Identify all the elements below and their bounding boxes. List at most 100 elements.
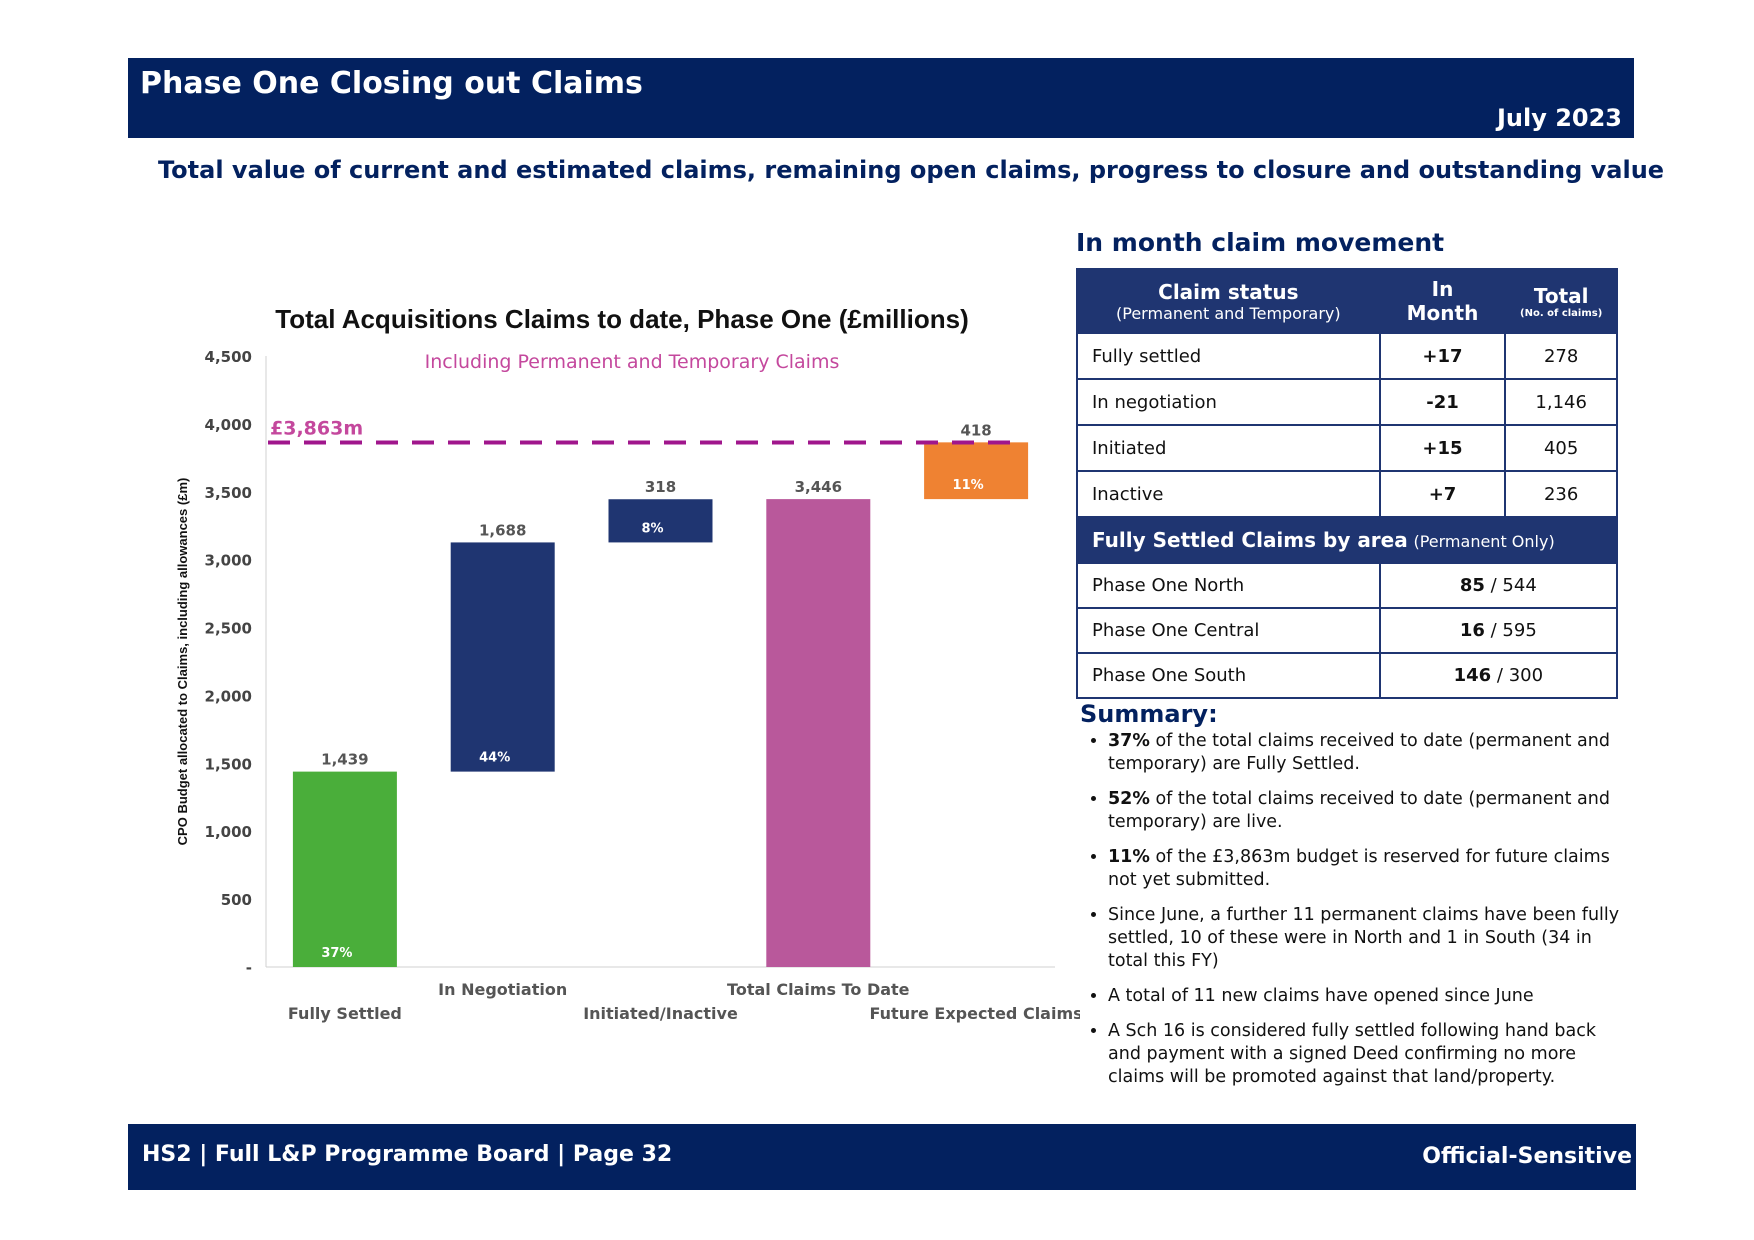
footer-classification: Official-Sensitive: [1422, 1144, 1632, 1169]
y-tick-label: 3,500: [205, 484, 252, 502]
summary-item-text: A total of 11 new claims have opened sin…: [1108, 986, 1534, 1006]
bar-pct-label: 8%: [641, 521, 663, 536]
summary-item-bold: 37%: [1108, 731, 1150, 751]
header-status-label: Claim status: [1158, 279, 1299, 304]
row-in-month: +17: [1378, 332, 1507, 380]
summary-item-text: of the total claims received to date (pe…: [1108, 731, 1610, 774]
summary-item-bold: 52%: [1108, 789, 1150, 809]
x-category-label: Fully Settled: [288, 1004, 402, 1023]
claim-movement-table: Claim status (Permanent and Temporary) I…: [1076, 268, 1619, 699]
x-category-label: In Negotiation: [438, 980, 567, 999]
header-in-month-2: Month: [1406, 301, 1479, 325]
summary-item-text: of the £3,863m budget is reserved for fu…: [1108, 847, 1610, 890]
area-row: Phase One Central 16 / 595: [1076, 607, 1619, 654]
row-in-month: -21: [1378, 378, 1507, 426]
summary-item: A Sch 16 is considered fully settled fol…: [1108, 1020, 1620, 1089]
bar-value-label: 3,446: [795, 478, 842, 496]
header-status-sub: (Permanent and Temporary): [1116, 303, 1341, 323]
area-row: Phase One South 146 / 300: [1076, 652, 1619, 699]
row-total: 278: [1504, 332, 1618, 380]
y-tick-label: 1,500: [205, 755, 252, 773]
x-category-label: Future Expected Claims: [870, 1004, 1080, 1023]
y-tick-label: -: [246, 959, 252, 977]
y-tick-label: 4,000: [205, 416, 252, 434]
area-total: / 544: [1490, 575, 1537, 596]
header-total-sub: (No. of claims): [1520, 307, 1603, 319]
area-name: Phase One North: [1076, 562, 1381, 609]
area-header-cell: Fully Settled Claims by area (Permanent …: [1076, 516, 1618, 564]
row-total: 1,146: [1504, 378, 1618, 426]
claims-chart: Total Acquisitions Claims to date, Phase…: [160, 290, 1080, 1040]
summary-item: 11% of the £3,863m budget is reserved fo…: [1108, 846, 1620, 892]
header-banner: Phase One Closing out Claims July 2023: [128, 58, 1634, 138]
y-axis-label: CPO Budget allocated to Claims, includin…: [175, 478, 190, 846]
header-total-label: Total: [1533, 283, 1589, 308]
area-header-row: Fully Settled Claims by area (Permanent …: [1076, 516, 1618, 564]
table-header-row: Claim status (Permanent and Temporary) I…: [1076, 268, 1618, 334]
summary-item: Since June, a further 11 permanent claim…: [1108, 904, 1620, 973]
chart-title: Total Acquisitions Claims to date, Phase…: [275, 304, 968, 334]
bar-pct-label: 44%: [479, 751, 510, 766]
summary-list: 37% of the total claims received to date…: [1080, 730, 1620, 1089]
report-date: July 2023: [1496, 104, 1622, 132]
x-category-label: Initiated/Inactive: [583, 1004, 738, 1023]
area-header-label: Fully Settled Claims by area: [1092, 528, 1408, 552]
row-status: Fully settled: [1076, 332, 1381, 380]
area-total: / 595: [1490, 620, 1537, 641]
bar-value-label: 1,688: [479, 521, 526, 539]
header-claim-status: Claim status (Permanent and Temporary): [1076, 268, 1381, 334]
summary-panel: Summary: 37% of the total claims receive…: [1080, 700, 1620, 1101]
row-status: In negotiation: [1076, 378, 1381, 426]
row-in-month: +15: [1378, 424, 1507, 472]
bar-value-label: 1,439: [321, 751, 368, 769]
y-tick-label: 1,000: [205, 823, 252, 841]
area-settled: 85: [1459, 575, 1485, 596]
table-row: In negotiation -21 1,146: [1076, 378, 1618, 426]
header-in-month: In Month: [1378, 268, 1507, 334]
row-in-month: +7: [1378, 470, 1507, 518]
area-settled: 16: [1459, 620, 1485, 641]
y-tick-label: 500: [221, 891, 252, 909]
area-value: 85 / 544: [1378, 562, 1619, 609]
summary-item: A total of 11 new claims have opened sin…: [1108, 985, 1620, 1008]
summary-item-text: Since June, a further 11 permanent claim…: [1108, 905, 1620, 971]
summary-item-text: A Sch 16 is considered fully settled fol…: [1108, 1021, 1597, 1087]
area-value: 16 / 595: [1378, 607, 1619, 654]
bar-5: [924, 442, 1029, 500]
page-title: Phase One Closing out Claims: [140, 66, 643, 101]
bar-pct-label: 37%: [321, 946, 352, 961]
bar-1: [292, 771, 397, 967]
bar-pct-label: 11%: [953, 478, 984, 493]
summary-item-bold: 11%: [1108, 847, 1150, 867]
area-name: Phase One South: [1076, 652, 1381, 699]
claims-chart-svg: Total Acquisitions Claims to date, Phase…: [175, 304, 1080, 1023]
page-subtitle: Total value of current and estimated cla…: [158, 156, 1665, 184]
y-tick-label: 2,000: [205, 687, 252, 705]
row-total: 405: [1504, 424, 1618, 472]
area-row: Phase One North 85 / 544: [1076, 562, 1619, 609]
area-header-sub: (Permanent Only): [1413, 532, 1555, 551]
area-total: / 300: [1496, 665, 1544, 686]
bar-value-label: 418: [960, 421, 991, 439]
summary-item: 52% of the total claims received to date…: [1108, 788, 1620, 834]
area-value: 146 / 300: [1378, 652, 1619, 699]
table-row: Inactive +7 236: [1076, 470, 1618, 518]
area-name: Phase One Central: [1076, 607, 1381, 654]
y-tick-label: 3,000: [205, 552, 252, 570]
row-status: Initiated: [1076, 424, 1381, 472]
table-row: Initiated +15 405: [1076, 424, 1618, 472]
y-tick-label: 2,500: [205, 620, 252, 638]
summary-item: 37% of the total claims received to date…: [1108, 730, 1620, 776]
row-status: Inactive: [1076, 470, 1381, 518]
header-total: Total (No. of claims): [1504, 268, 1618, 334]
summary-item-text: of the total claims received to date (pe…: [1108, 789, 1610, 832]
bar-4: [766, 499, 871, 967]
footer-banner: HS2 | Full L&P Programme Board | Page 32…: [128, 1124, 1636, 1190]
movement-title: In month claim movement: [1076, 228, 1445, 257]
bar-2: [450, 542, 555, 772]
chart-subtitle: Including Permanent and Temporary Claims: [425, 351, 840, 373]
footer-programme: HS2 | Full L&P Programme Board | Page 32: [142, 1142, 673, 1167]
table-row: Fully settled +17 278: [1076, 332, 1618, 380]
header-in-month-1: In: [1431, 277, 1454, 301]
area-settled: 146: [1453, 665, 1492, 686]
